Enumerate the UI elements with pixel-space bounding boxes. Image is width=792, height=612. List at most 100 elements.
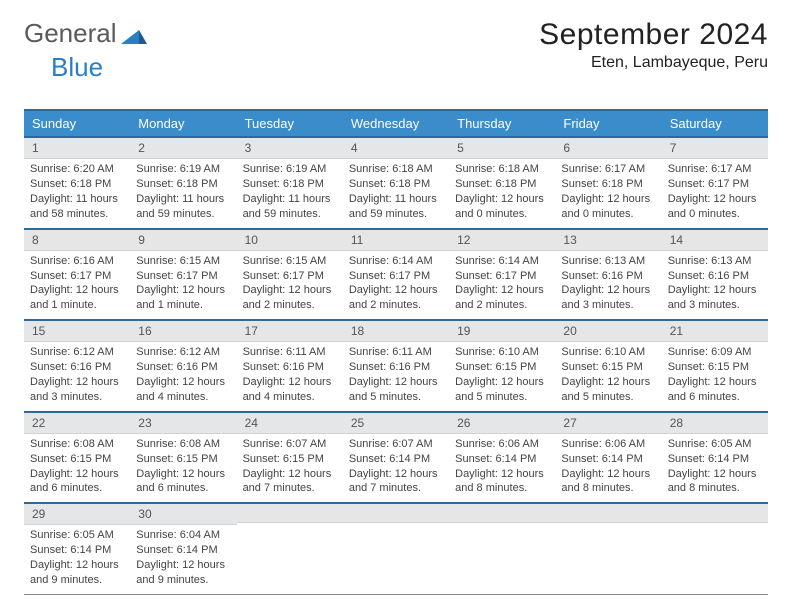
daylight-line: Daylight: 12 hours and 1 minute. — [30, 283, 124, 313]
day-number: 30 — [130, 504, 236, 525]
weekday-header-cell: Friday — [555, 111, 661, 136]
weekday-header-cell: Saturday — [662, 111, 768, 136]
day-number: 4 — [343, 138, 449, 159]
sunset-line: Sunset: 6:17 PM — [243, 269, 337, 284]
sunrise-line: Sunrise: 6:05 AM — [30, 528, 124, 543]
week-row: 15Sunrise: 6:12 AMSunset: 6:16 PMDayligh… — [24, 319, 768, 411]
sunrise-line: Sunrise: 6:11 AM — [243, 345, 337, 360]
daylight-line: Daylight: 12 hours and 2 minutes. — [349, 283, 443, 313]
sunset-line: Sunset: 6:14 PM — [30, 543, 124, 558]
day-cell — [449, 504, 555, 594]
daylight-line: Daylight: 12 hours and 6 minutes. — [136, 467, 230, 497]
day-number: 20 — [555, 321, 661, 342]
daylight-line: Daylight: 12 hours and 2 minutes. — [243, 283, 337, 313]
sunrise-line: Sunrise: 6:16 AM — [30, 254, 124, 269]
week-row: 1Sunrise: 6:20 AMSunset: 6:18 PMDaylight… — [24, 136, 768, 228]
weekday-header-cell: Wednesday — [343, 111, 449, 136]
week-row: 8Sunrise: 6:16 AMSunset: 6:17 PMDaylight… — [24, 228, 768, 320]
day-cell: 21Sunrise: 6:09 AMSunset: 6:15 PMDayligh… — [662, 321, 768, 411]
day-number: 1 — [24, 138, 130, 159]
daylight-line: Daylight: 11 hours and 59 minutes. — [349, 192, 443, 222]
day-number: 29 — [24, 504, 130, 525]
logo: General — [24, 18, 149, 49]
sunset-line: Sunset: 6:14 PM — [455, 452, 549, 467]
day-cell: 1Sunrise: 6:20 AMSunset: 6:18 PMDaylight… — [24, 138, 130, 228]
sunrise-line: Sunrise: 6:07 AM — [243, 437, 337, 452]
sunrise-line: Sunrise: 6:15 AM — [243, 254, 337, 269]
sunrise-line: Sunrise: 6:08 AM — [136, 437, 230, 452]
sunrise-line: Sunrise: 6:14 AM — [349, 254, 443, 269]
daylight-line: Daylight: 12 hours and 8 minutes. — [668, 467, 762, 497]
day-cell: 17Sunrise: 6:11 AMSunset: 6:16 PMDayligh… — [237, 321, 343, 411]
day-number-strip — [343, 504, 449, 523]
sunset-line: Sunset: 6:16 PM — [30, 360, 124, 375]
sunset-line: Sunset: 6:17 PM — [455, 269, 549, 284]
day-number: 27 — [555, 413, 661, 434]
daylight-line: Daylight: 12 hours and 7 minutes. — [349, 467, 443, 497]
daylight-line: Daylight: 12 hours and 3 minutes. — [30, 375, 124, 405]
calendar-table: SundayMondayTuesdayWednesdayThursdayFrid… — [24, 109, 768, 595]
sunset-line: Sunset: 6:14 PM — [561, 452, 655, 467]
sunrise-line: Sunrise: 6:14 AM — [455, 254, 549, 269]
sunset-line: Sunset: 6:17 PM — [349, 269, 443, 284]
month-title: September 2024 — [539, 18, 768, 52]
daylight-line: Daylight: 12 hours and 7 minutes. — [243, 467, 337, 497]
day-cell: 19Sunrise: 6:10 AMSunset: 6:15 PMDayligh… — [449, 321, 555, 411]
day-number-strip — [449, 504, 555, 523]
weekday-header-cell: Tuesday — [237, 111, 343, 136]
day-cell — [662, 504, 768, 594]
day-cell: 16Sunrise: 6:12 AMSunset: 6:16 PMDayligh… — [130, 321, 236, 411]
sunrise-line: Sunrise: 6:10 AM — [561, 345, 655, 360]
sunset-line: Sunset: 6:15 PM — [561, 360, 655, 375]
day-cell: 13Sunrise: 6:13 AMSunset: 6:16 PMDayligh… — [555, 230, 661, 320]
sunrise-line: Sunrise: 6:20 AM — [30, 162, 124, 177]
day-number: 23 — [130, 413, 236, 434]
daylight-line: Daylight: 12 hours and 0 minutes. — [455, 192, 549, 222]
daylight-line: Daylight: 12 hours and 5 minutes. — [561, 375, 655, 405]
weekday-header-cell: Sunday — [24, 111, 130, 136]
day-cell: 28Sunrise: 6:05 AMSunset: 6:14 PMDayligh… — [662, 413, 768, 503]
sunrise-line: Sunrise: 6:15 AM — [136, 254, 230, 269]
sunrise-line: Sunrise: 6:19 AM — [136, 162, 230, 177]
day-number-strip — [237, 504, 343, 523]
sunset-line: Sunset: 6:16 PM — [136, 360, 230, 375]
sunrise-line: Sunrise: 6:17 AM — [668, 162, 762, 177]
day-number-strip — [662, 504, 768, 523]
day-cell: 12Sunrise: 6:14 AMSunset: 6:17 PMDayligh… — [449, 230, 555, 320]
day-cell: 9Sunrise: 6:15 AMSunset: 6:17 PMDaylight… — [130, 230, 236, 320]
day-number: 25 — [343, 413, 449, 434]
sunset-line: Sunset: 6:15 PM — [455, 360, 549, 375]
day-number: 2 — [130, 138, 236, 159]
day-cell: 18Sunrise: 6:11 AMSunset: 6:16 PMDayligh… — [343, 321, 449, 411]
daylight-line: Daylight: 11 hours and 59 minutes. — [136, 192, 230, 222]
sunrise-line: Sunrise: 6:19 AM — [243, 162, 337, 177]
day-cell — [555, 504, 661, 594]
day-cell: 5Sunrise: 6:18 AMSunset: 6:18 PMDaylight… — [449, 138, 555, 228]
day-number: 11 — [343, 230, 449, 251]
daylight-line: Daylight: 12 hours and 8 minutes. — [455, 467, 549, 497]
sunrise-line: Sunrise: 6:12 AM — [30, 345, 124, 360]
sunrise-line: Sunrise: 6:18 AM — [455, 162, 549, 177]
sunrise-line: Sunrise: 6:11 AM — [349, 345, 443, 360]
sunrise-line: Sunrise: 6:13 AM — [668, 254, 762, 269]
daylight-line: Daylight: 12 hours and 5 minutes. — [455, 375, 549, 405]
day-cell — [237, 504, 343, 594]
sunrise-line: Sunrise: 6:07 AM — [349, 437, 443, 452]
sunset-line: Sunset: 6:16 PM — [243, 360, 337, 375]
day-number: 17 — [237, 321, 343, 342]
day-cell: 22Sunrise: 6:08 AMSunset: 6:15 PMDayligh… — [24, 413, 130, 503]
day-cell: 2Sunrise: 6:19 AMSunset: 6:18 PMDaylight… — [130, 138, 236, 228]
sunrise-line: Sunrise: 6:12 AM — [136, 345, 230, 360]
day-cell: 27Sunrise: 6:06 AMSunset: 6:14 PMDayligh… — [555, 413, 661, 503]
logo-text-general: General — [24, 18, 117, 49]
day-number: 18 — [343, 321, 449, 342]
sunrise-line: Sunrise: 6:10 AM — [455, 345, 549, 360]
day-number: 7 — [662, 138, 768, 159]
sunset-line: Sunset: 6:17 PM — [668, 177, 762, 192]
sunrise-line: Sunrise: 6:17 AM — [561, 162, 655, 177]
daylight-line: Daylight: 11 hours and 59 minutes. — [243, 192, 337, 222]
daylight-line: Daylight: 12 hours and 1 minute. — [136, 283, 230, 313]
day-number: 6 — [555, 138, 661, 159]
daylight-line: Daylight: 12 hours and 9 minutes. — [136, 558, 230, 588]
sunset-line: Sunset: 6:16 PM — [561, 269, 655, 284]
